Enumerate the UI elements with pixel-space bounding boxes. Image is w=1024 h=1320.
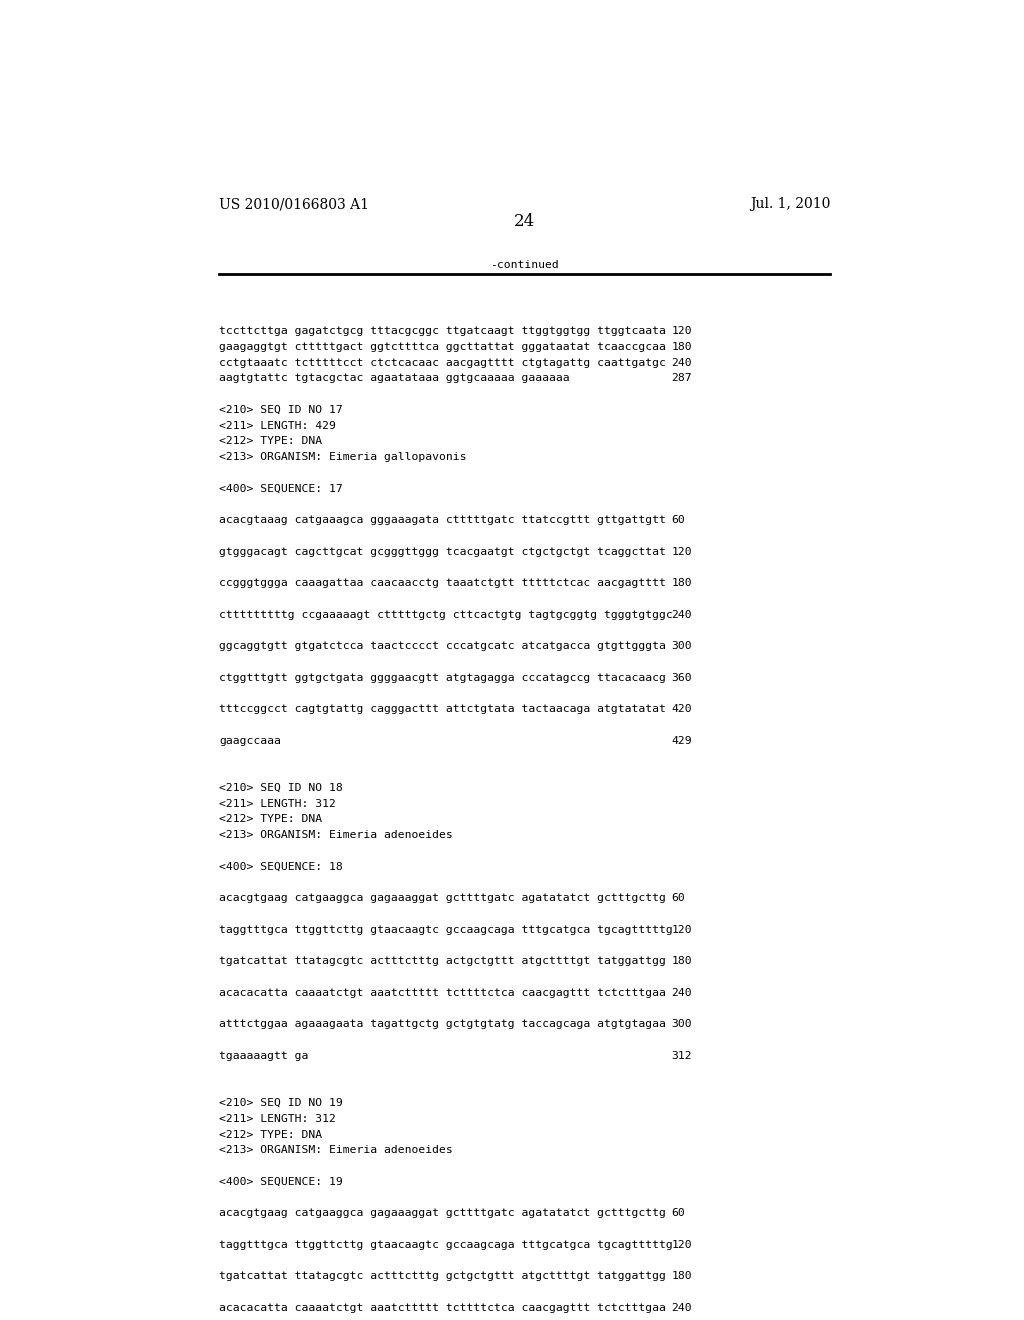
Text: tgatcattat ttatagcgtc actttctttg actgctgttt atgcttttgt tatggattgg: tgatcattat ttatagcgtc actttctttg actgctg…: [219, 956, 667, 966]
Text: <212> TYPE: DNA: <212> TYPE: DNA: [219, 814, 323, 825]
Text: <400> SEQUENCE: 19: <400> SEQUENCE: 19: [219, 1177, 343, 1187]
Text: 240: 240: [672, 610, 692, 619]
Text: gaagccaaa: gaagccaaa: [219, 735, 282, 746]
Text: <210> SEQ ID NO 19: <210> SEQ ID NO 19: [219, 1098, 343, 1107]
Text: 300: 300: [672, 1019, 692, 1030]
Text: ctggtttgtt ggtgctgata ggggaacgtt atgtagagga cccatagccg ttacacaacg: ctggtttgtt ggtgctgata ggggaacgtt atgtaga…: [219, 673, 667, 682]
Text: <211> LENGTH: 429: <211> LENGTH: 429: [219, 421, 336, 430]
Text: ccgggtggga caaagattaa caacaacctg taaatctgtt tttttctcac aacgagtttt: ccgggtggga caaagattaa caacaacctg taaatct…: [219, 578, 667, 589]
Text: <210> SEQ ID NO 18: <210> SEQ ID NO 18: [219, 783, 343, 793]
Text: 60: 60: [672, 1208, 685, 1218]
Text: 180: 180: [672, 1271, 692, 1282]
Text: gaagaggtgt ctttttgact ggtcttttca ggcttattat gggataatat tcaaccgcaa: gaagaggtgt ctttttgact ggtcttttca ggcttat…: [219, 342, 667, 352]
Text: <400> SEQUENCE: 18: <400> SEQUENCE: 18: [219, 862, 343, 871]
Text: tgaaaaagtt ga: tgaaaaagtt ga: [219, 1051, 308, 1061]
Text: aagtgtattc tgtacgctac agaatataaa ggtgcaaaaa gaaaaaa: aagtgtattc tgtacgctac agaatataaa ggtgcaa…: [219, 374, 570, 383]
Text: Jul. 1, 2010: Jul. 1, 2010: [750, 197, 830, 211]
Text: 120: 120: [672, 546, 692, 557]
Text: cctgtaaatc tctttttcct ctctcacaac aacgagtttt ctgtagattg caattgatgc: cctgtaaatc tctttttcct ctctcacaac aacgagt…: [219, 358, 667, 367]
Text: 180: 180: [672, 342, 692, 352]
Text: <211> LENGTH: 312: <211> LENGTH: 312: [219, 1114, 336, 1123]
Text: 120: 120: [672, 326, 692, 337]
Text: 24: 24: [514, 214, 536, 230]
Text: acacgtgaag catgaaggca gagaaaggat gcttttgatc agatatatct gctttgcttg: acacgtgaag catgaaggca gagaaaggat gcttttg…: [219, 894, 667, 903]
Text: ctttttttttg ccgaaaaagt ctttttgctg cttcactgtg tagtgcggtg tgggtgtggc: ctttttttttg ccgaaaaagt ctttttgctg cttcac…: [219, 610, 673, 619]
Text: <212> TYPE: DNA: <212> TYPE: DNA: [219, 437, 323, 446]
Text: <213> ORGANISM: Eimeria gallopavonis: <213> ORGANISM: Eimeria gallopavonis: [219, 453, 467, 462]
Text: 180: 180: [672, 578, 692, 589]
Text: acacacatta caaaatctgt aaatcttttt tcttttctca caacgagttt tctctttgaa: acacacatta caaaatctgt aaatcttttt tcttttc…: [219, 1303, 667, 1313]
Text: 120: 120: [672, 1239, 692, 1250]
Text: <213> ORGANISM: Eimeria adenoeides: <213> ORGANISM: Eimeria adenoeides: [219, 830, 453, 841]
Text: <400> SEQUENCE: 17: <400> SEQUENCE: 17: [219, 483, 343, 494]
Text: 240: 240: [672, 987, 692, 998]
Text: atttctggaa agaaagaata tagattgctg gctgtgtatg taccagcaga atgtgtagaa: atttctggaa agaaagaata tagattgctg gctgtgt…: [219, 1019, 667, 1030]
Text: 120: 120: [672, 925, 692, 935]
Text: 180: 180: [672, 956, 692, 966]
Text: 429: 429: [672, 735, 692, 746]
Text: acacgtgaag catgaaggca gagaaaggat gcttttgatc agatatatct gctttgcttg: acacgtgaag catgaaggca gagaaaggat gcttttg…: [219, 1208, 667, 1218]
Text: 420: 420: [672, 704, 692, 714]
Text: -continued: -continued: [490, 260, 559, 271]
Text: <213> ORGANISM: Eimeria adenoeides: <213> ORGANISM: Eimeria adenoeides: [219, 1146, 453, 1155]
Text: 300: 300: [672, 642, 692, 651]
Text: <211> LENGTH: 312: <211> LENGTH: 312: [219, 799, 336, 809]
Text: <210> SEQ ID NO 17: <210> SEQ ID NO 17: [219, 405, 343, 414]
Text: tgatcattat ttatagcgtc actttctttg gctgctgttt atgcttttgt tatggattgg: tgatcattat ttatagcgtc actttctttg gctgctg…: [219, 1271, 667, 1282]
Text: <212> TYPE: DNA: <212> TYPE: DNA: [219, 1130, 323, 1139]
Text: acacacatta caaaatctgt aaatcttttt tcttttctca caacgagttt tctctttgaa: acacacatta caaaatctgt aaatcttttt tcttttc…: [219, 987, 667, 998]
Text: ggcaggtgtt gtgatctcca taactcccct cccatgcatc atcatgacca gtgttgggta: ggcaggtgtt gtgatctcca taactcccct cccatgc…: [219, 642, 667, 651]
Text: taggtttgca ttggttcttg gtaacaagtc gccaagcaga tttgcatgca tgcagtttttg: taggtttgca ttggttcttg gtaacaagtc gccaagc…: [219, 925, 673, 935]
Text: 287: 287: [672, 374, 692, 383]
Text: 60: 60: [672, 894, 685, 903]
Text: 312: 312: [672, 1051, 692, 1061]
Text: tccttcttga gagatctgcg tttacgcggc ttgatcaagt ttggtggtgg ttggtcaata: tccttcttga gagatctgcg tttacgcggc ttgatca…: [219, 326, 667, 337]
Text: tttccggcct cagtgtattg cagggacttt attctgtata tactaacaga atgtatatat: tttccggcct cagtgtattg cagggacttt attctgt…: [219, 704, 667, 714]
Text: taggtttgca ttggttcttg gtaacaagtc gccaagcaga tttgcatgca tgcagtttttg: taggtttgca ttggttcttg gtaacaagtc gccaagc…: [219, 1239, 673, 1250]
Text: acacgtaaag catgaaagca gggaaagata ctttttgatc ttatccgttt gttgattgtt: acacgtaaag catgaaagca gggaaagata ctttttg…: [219, 515, 667, 525]
Text: 360: 360: [672, 673, 692, 682]
Text: 240: 240: [672, 358, 692, 367]
Text: 60: 60: [672, 515, 685, 525]
Text: 240: 240: [672, 1303, 692, 1313]
Text: US 2010/0166803 A1: US 2010/0166803 A1: [219, 197, 370, 211]
Text: gtgggacagt cagcttgcat gcgggttggg tcacgaatgt ctgctgctgt tcaggcttat: gtgggacagt cagcttgcat gcgggttggg tcacgaa…: [219, 546, 667, 557]
